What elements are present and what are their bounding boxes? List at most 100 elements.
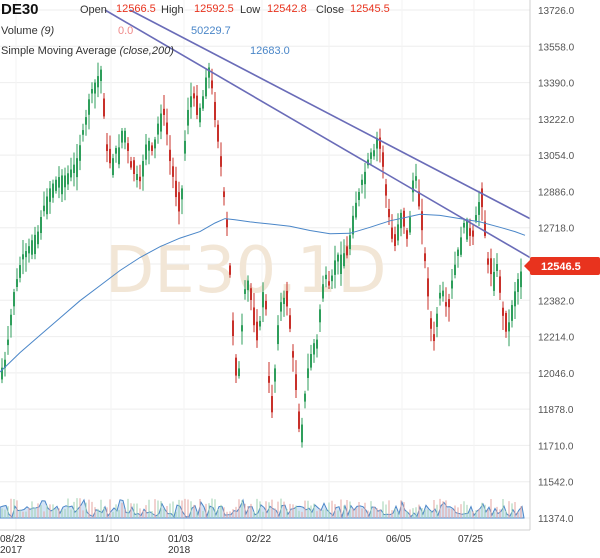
open-label: Open [80, 4, 107, 16]
candle-body [439, 292, 441, 299]
candle-body [1, 367, 3, 380]
candle [364, 162, 366, 199]
candle [109, 135, 111, 169]
candle [103, 92, 105, 119]
candle [160, 104, 162, 140]
candle [406, 228, 408, 247]
candle [289, 308, 291, 333]
candle [136, 165, 138, 188]
candle-body [325, 274, 327, 280]
candle-body [19, 265, 21, 278]
candle-body [511, 305, 513, 321]
sma-line [0, 213, 526, 373]
candle [460, 226, 462, 258]
candle [151, 142, 153, 156]
price-tag-pointer [524, 259, 531, 273]
candle [139, 164, 141, 190]
candle [457, 247, 459, 268]
candle-body [49, 188, 51, 202]
symbol-name: DE30 [1, 1, 39, 18]
candle-body [7, 339, 9, 346]
candle-body [16, 279, 18, 287]
candle [202, 90, 204, 111]
candle [334, 245, 336, 289]
candle-body [67, 173, 69, 185]
trendline [104, 9, 531, 259]
candle-body [265, 300, 267, 310]
candle [352, 205, 354, 239]
candle-body [403, 210, 405, 227]
candle [328, 271, 330, 290]
candle-body [235, 357, 237, 376]
candle-body [196, 95, 198, 115]
candle [307, 353, 309, 391]
candle [265, 294, 267, 316]
candle [442, 281, 444, 302]
candle-body [517, 279, 519, 292]
candle-body [106, 144, 108, 151]
candle [379, 128, 381, 163]
candle-body [415, 176, 417, 181]
candle [46, 188, 48, 220]
volume-indicator-label: Volume (9) [1, 25, 54, 37]
candle-body [97, 76, 99, 88]
candle-body [361, 179, 363, 185]
candle-body [205, 77, 207, 97]
candle [346, 236, 348, 259]
candle-body [79, 145, 81, 161]
candle-body [442, 290, 444, 297]
candle-body [124, 130, 126, 143]
y-tick-label: 13222.0 [538, 115, 575, 126]
candle [313, 339, 315, 363]
candle [418, 179, 420, 210]
candle [466, 217, 468, 242]
candle-body [226, 219, 228, 228]
candle [514, 281, 516, 320]
candle-body [4, 359, 6, 368]
candle-body [136, 174, 138, 180]
candle-body [514, 291, 516, 307]
candle-body [274, 368, 276, 382]
candle [13, 288, 15, 315]
candle [217, 120, 219, 149]
candle-body [280, 302, 282, 312]
candle [385, 178, 387, 208]
candle [220, 142, 222, 177]
candle [394, 226, 396, 252]
candle-body [463, 222, 465, 228]
candle [238, 361, 240, 379]
candle-body [292, 351, 294, 358]
candle [232, 312, 234, 346]
x-tick-label: 01/03 [168, 534, 193, 545]
candle [331, 269, 333, 289]
candle [241, 313, 243, 345]
candle-body [202, 96, 204, 109]
candle-body [112, 158, 114, 176]
candle [280, 292, 282, 322]
candle-body [115, 148, 117, 154]
candle [70, 157, 72, 182]
candle [316, 334, 318, 358]
candle-body [373, 150, 375, 157]
candle-body [13, 292, 15, 307]
candle-body [475, 215, 477, 221]
candle-body [310, 353, 312, 368]
candles [1, 62, 522, 448]
watermark: DE30,1D [105, 234, 387, 308]
candle-body [181, 188, 183, 200]
candle-body [253, 307, 255, 326]
candle-body [484, 221, 486, 236]
candle-body [364, 171, 366, 185]
candle [22, 239, 24, 275]
candle-body [34, 234, 36, 255]
candle [322, 275, 324, 302]
y-tick-label: 11710.0 [538, 441, 574, 452]
candle [82, 123, 84, 142]
candle-body [271, 396, 273, 413]
grid [0, 0, 530, 530]
candle-body [217, 124, 219, 142]
candle [304, 390, 306, 409]
candle-body [349, 235, 351, 250]
candle-body [88, 99, 90, 115]
